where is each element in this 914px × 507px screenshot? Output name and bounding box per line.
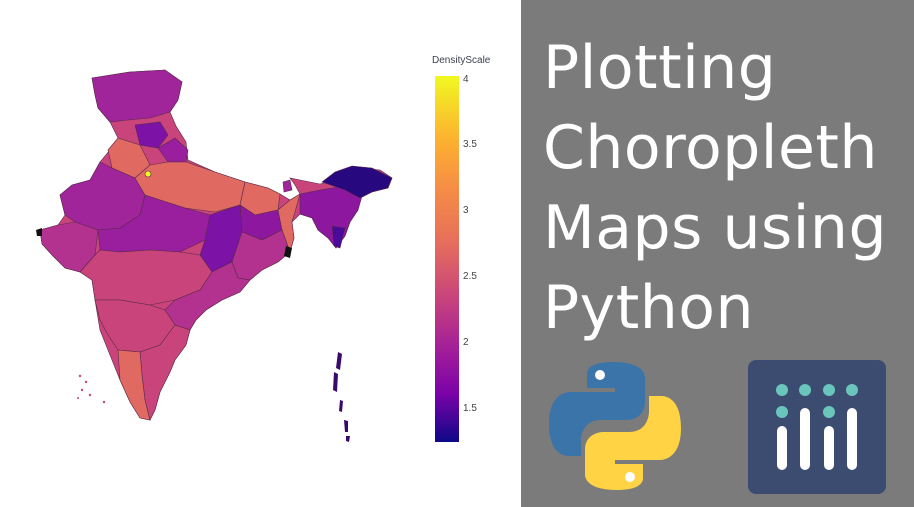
title-panel: Plotting Choropleth Maps using Python	[521, 0, 914, 507]
region-lakshadweep	[77, 374, 106, 404]
region-delhi	[144, 170, 152, 178]
region-northeast	[299, 185, 363, 249]
region-arunachal	[321, 165, 393, 199]
tick-label: 2	[463, 337, 469, 348]
colorbar	[435, 76, 459, 442]
tick-label: 3.5	[463, 139, 477, 150]
title-line: Plotting	[543, 33, 777, 103]
title-line: Python	[543, 273, 754, 343]
region-sikkim	[282, 179, 293, 193]
title-line: Maps using	[543, 193, 888, 263]
choropleth-map	[36, 69, 393, 442]
tick-label: 2.5	[463, 271, 477, 282]
tick-label: 4	[463, 74, 469, 85]
map-panel: DensityScale 4 3.5 3 2.5 2 1.5	[36, 55, 491, 442]
region-up	[134, 161, 246, 213]
region-north	[91, 69, 183, 123]
region-himachal	[134, 121, 169, 149]
region-mizoram	[331, 225, 346, 249]
title-line: Choropleth	[543, 113, 878, 183]
region-dnh	[36, 228, 42, 236]
region-andaman	[333, 352, 350, 442]
plotly-logo	[748, 360, 886, 494]
region-kerala	[117, 349, 151, 421]
region-kolkata-dark	[284, 246, 292, 258]
region-uttarakhand	[157, 137, 189, 163]
legend-title: DensityScale	[432, 55, 491, 66]
page-title: Plotting Choropleth Maps using Python	[543, 28, 887, 348]
python-logo	[549, 362, 681, 490]
tick-label: 1.5	[463, 403, 477, 414]
tick-label: 3	[463, 205, 469, 216]
